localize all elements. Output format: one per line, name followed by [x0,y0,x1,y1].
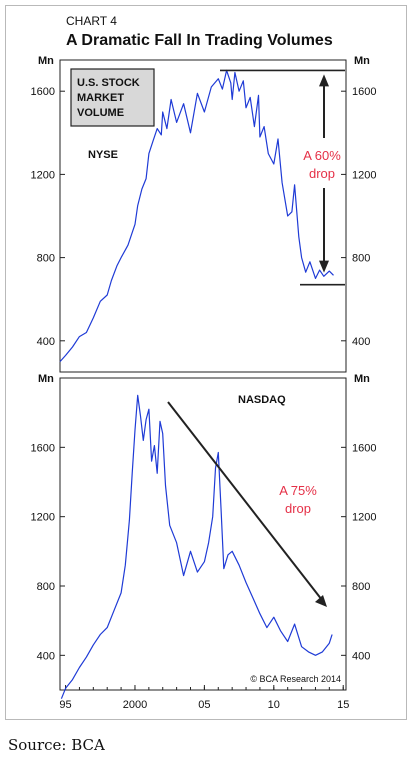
copyright-credit: © BCA Research 2014 [250,674,341,684]
legend-box-line: U.S. STOCK [77,77,140,89]
top-left-tick-label: 1200 [31,169,55,181]
bottom-plot-area [59,377,347,691]
top-left-tick-label: 1600 [31,86,55,98]
top-left-tick-label: 800 [37,253,55,265]
bottom-left-tick-label: 800 [37,581,55,593]
nasdaq-drop-annotation-line1: A 75% [279,483,317,498]
bottom-right-tick-label: 1600 [352,442,376,454]
top-plot-area [59,59,347,373]
chart-number-label: CHART 4 [66,14,117,28]
bottom-right-tick-label: 400 [352,650,370,662]
drop-arrow-head-up [319,74,329,87]
bottom-right-tick-label: 1200 [352,512,376,524]
nasdaq-trend-arrow-head [315,595,327,607]
bottom-left-tick-label: 1200 [31,512,55,524]
bottom-left-unit: Mn [38,373,54,385]
top-right-tick-label: 800 [352,253,370,265]
nyse-drop-annotation-line1: A 60% [303,148,341,163]
nasdaq-drop-annotation-line2: drop [285,501,311,516]
bottom-left-tick-label: 400 [37,650,55,662]
top-series-line-nyse [59,69,334,363]
nyse-drop-annotation-line2: drop [309,166,335,181]
bottom-right-unit: Mn [354,373,370,385]
chart-title: A Dramatic Fall In Trading Volumes [66,32,333,49]
top-left-unit: Mn [38,55,54,67]
top-right-tick-label: 400 [352,336,370,348]
nyse-series-label: NYSE [88,149,118,161]
bottom-left-tick-label: 1600 [31,442,55,454]
legend-box-line: MARKET [77,92,124,104]
bottom-right-tick-label: 800 [352,581,370,593]
legend-box-line: VOLUME [77,107,124,119]
x-tick-label: 15 [337,699,349,711]
x-tick-label: 2000 [123,699,147,711]
x-tick-label: 10 [268,699,280,711]
x-tick-label: 05 [198,699,210,711]
top-left-tick-label: 400 [37,336,55,348]
top-right-tick-label: 1200 [352,169,376,181]
drop-arrow-head-down [319,260,329,273]
source-note: Source: BCA [8,736,105,754]
top-right-tick-label: 1600 [352,86,376,98]
bottom-series-line-nasdaq [60,394,333,699]
nasdaq-trend-arrow-shaft [167,401,323,601]
top-right-unit: Mn [354,55,370,67]
nasdaq-series-label: NASDAQ [238,394,286,406]
legend-box [70,68,155,127]
x-tick-label: 95 [59,699,71,711]
